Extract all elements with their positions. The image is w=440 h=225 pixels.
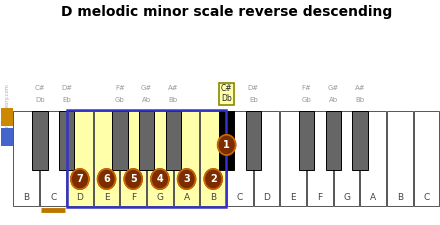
Text: C: C [50,193,56,202]
Text: 4: 4 [157,174,163,184]
Bar [360,111,386,206]
Text: Bb: Bb [169,97,178,103]
Text: D: D [263,193,270,202]
Text: 7: 7 [77,174,83,184]
Text: 1: 1 [223,140,230,150]
Text: A: A [183,193,190,202]
Text: 5: 5 [130,174,136,184]
Bar [120,111,146,206]
Bar [1,128,12,146]
Text: Gb: Gb [115,97,125,103]
Bar [112,111,128,170]
Text: E: E [104,193,110,202]
Bar [246,111,261,170]
Bar [307,111,333,206]
Text: A: A [370,193,376,202]
Text: Gb: Gb [302,97,312,103]
Bar [40,111,66,206]
Text: A#: A# [355,85,365,91]
Bar [59,111,74,170]
Text: F: F [131,193,136,202]
Bar [147,111,172,206]
Text: C#: C# [35,85,45,91]
Bar [1,108,12,126]
Text: G#: G# [328,85,339,91]
Text: C: C [424,193,430,202]
Bar [280,111,306,206]
Text: D#: D# [61,85,72,91]
Bar [227,111,253,206]
Bar [253,111,279,206]
Bar [414,111,440,206]
Text: D melodic minor scale reverse descending: D melodic minor scale reverse descending [61,5,392,19]
Bar [387,111,413,206]
Bar [94,111,119,206]
Text: Ab: Ab [329,97,338,103]
Circle shape [71,169,89,189]
Text: D: D [77,193,83,202]
Text: C#
Db: C# Db [221,84,232,104]
Text: Db: Db [35,97,45,103]
Text: E: E [290,193,296,202]
Text: D#: D# [248,85,259,91]
Text: B: B [397,193,403,202]
Text: Eb: Eb [249,97,258,103]
Circle shape [178,169,195,189]
Text: B: B [210,193,216,202]
Circle shape [98,169,116,189]
Bar [352,111,368,170]
Bar [67,110,226,207]
Text: 3: 3 [183,174,190,184]
Text: basicmusictheory.com: basicmusictheory.com [4,83,9,142]
Circle shape [204,169,222,189]
Bar [139,111,154,170]
Bar [219,111,235,170]
Text: F: F [317,193,323,202]
Bar [334,111,359,206]
Text: Bb: Bb [356,97,364,103]
Bar [32,111,48,170]
Text: 2: 2 [210,174,216,184]
Bar [173,111,199,206]
Bar [165,111,181,170]
Text: 6: 6 [103,174,110,184]
Bar [67,111,93,206]
Text: A#: A# [168,85,179,91]
Text: B: B [23,193,29,202]
Text: G: G [156,193,163,202]
Bar [200,111,226,206]
Circle shape [151,169,169,189]
Bar [299,111,314,170]
Bar [14,111,39,206]
Text: G: G [343,193,350,202]
Circle shape [124,169,142,189]
Text: F#: F# [302,85,312,91]
Text: Eb: Eb [62,97,71,103]
Circle shape [218,135,235,155]
Text: G#: G# [141,85,152,91]
Text: F#: F# [115,85,125,91]
Bar [326,111,341,170]
Text: Ab: Ab [142,97,151,103]
Text: C: C [237,193,243,202]
